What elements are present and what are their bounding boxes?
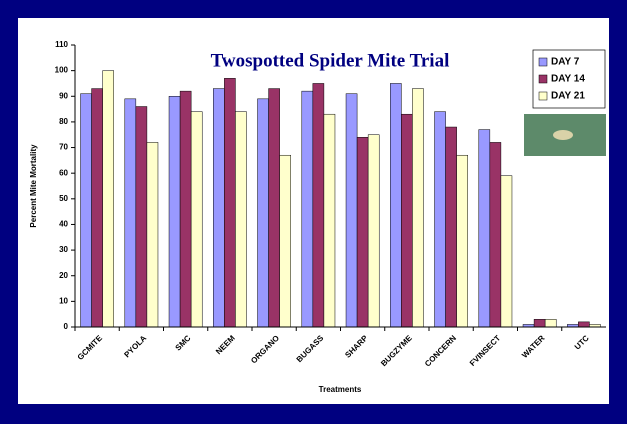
y-tick-label: 80 xyxy=(59,117,68,126)
bar xyxy=(544,319,557,328)
y-tick-label: 100 xyxy=(55,66,69,75)
bar xyxy=(80,93,92,328)
chart-title: Twospotted Spider Mite Trial xyxy=(211,50,450,71)
legend-swatch xyxy=(538,74,548,84)
x-axis-label: Treatments xyxy=(319,385,362,394)
bar xyxy=(312,83,325,328)
bar xyxy=(445,126,457,328)
mite xyxy=(553,130,573,140)
legend-swatch xyxy=(538,91,548,101)
y-axis-label: Percent Mite Mortality xyxy=(29,144,38,228)
bar xyxy=(190,111,203,328)
y-tick-label: 50 xyxy=(59,194,68,203)
bar xyxy=(412,88,424,328)
bar xyxy=(146,142,159,328)
bar xyxy=(500,175,513,328)
bar xyxy=(268,88,280,328)
bar xyxy=(168,96,181,328)
bar xyxy=(279,154,291,328)
bar xyxy=(323,113,336,328)
bar xyxy=(489,142,502,328)
legend-label: DAY 21 xyxy=(551,91,585,102)
bar xyxy=(179,90,192,328)
y-tick-label: 60 xyxy=(59,168,68,177)
y-tick-label: 90 xyxy=(59,91,68,100)
bar xyxy=(478,129,491,328)
bar xyxy=(224,78,236,328)
legend-swatch xyxy=(538,57,548,67)
y-tick-label: 30 xyxy=(59,245,68,254)
bar xyxy=(533,319,546,328)
bar xyxy=(456,154,468,328)
y-tick-label: 0 xyxy=(64,322,69,331)
bar xyxy=(91,88,103,328)
y-tick-label: 20 xyxy=(59,271,68,280)
bar xyxy=(356,137,369,328)
bar xyxy=(434,111,446,328)
bar xyxy=(578,321,590,328)
bar xyxy=(257,98,269,328)
bar xyxy=(213,88,225,328)
bar xyxy=(401,113,413,328)
bar xyxy=(102,70,114,328)
y-tick-label: 40 xyxy=(59,220,68,229)
bar xyxy=(345,93,358,328)
legend-label: DAY 14 xyxy=(551,74,585,85)
y-tick-label: 110 xyxy=(55,40,68,49)
bar xyxy=(124,98,137,328)
y-tick-label: 10 xyxy=(59,296,68,305)
bar xyxy=(367,134,380,328)
y-tick-label: 70 xyxy=(59,143,68,152)
bar xyxy=(235,111,247,328)
bar xyxy=(301,90,314,328)
bar xyxy=(390,83,402,328)
bar xyxy=(135,106,148,328)
legend-label: DAY 7 xyxy=(551,57,580,68)
